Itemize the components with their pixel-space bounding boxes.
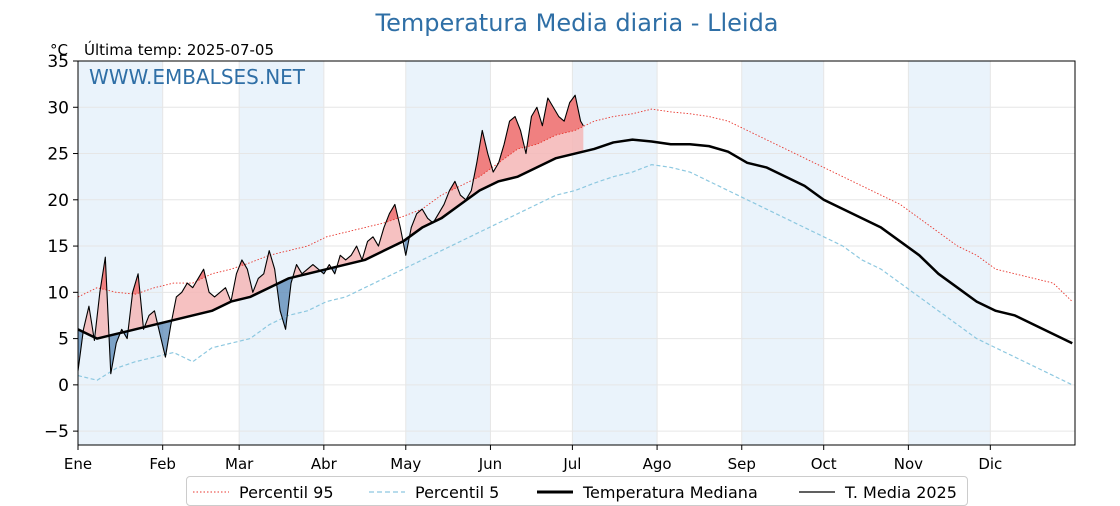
above-median-fill [172,250,278,321]
watermark: WWW.EMBALSES.NET [89,65,306,89]
x-tick-label: Dic [978,455,1002,473]
month-band [405,61,491,445]
legend-label-median: Temperatura Mediana [583,482,758,502]
y-tick-label: −5 [44,422,69,442]
series-line-2025 [77,94,584,375]
month-band [239,61,324,445]
x-tick-label: Sep [728,455,756,473]
x-tick-label: Feb [149,455,176,473]
month-band [741,61,824,445]
legend-item-median: Temperatura Mediana [537,481,758,503]
above-median-fill [128,273,144,331]
y-tick-label: 10 [47,283,69,303]
y-tick-label: 30 [47,98,69,118]
y-tick-label: 5 [58,330,69,350]
above-median-fill [409,209,434,237]
below-median-fill [158,320,173,358]
series-line-p5 [77,164,1073,386]
x-tick-label: Nov [894,455,923,473]
above-median-fill [293,264,322,278]
legend-item-p95: Percentil 95 [193,481,334,503]
series-line-median [77,138,1073,345]
series-line-p95 [77,108,1073,302]
month-band [78,61,163,445]
month-band [572,61,658,445]
y-tick-label: 35 [47,52,69,72]
above-p95-fill [500,116,524,162]
y-tick-label: 20 [47,191,69,211]
above-p95-fill [527,95,584,147]
legend-swatch-thick-black [537,490,573,494]
plot-frame [77,60,1076,446]
x-tick-label: May [390,455,421,473]
unit-label: °C [50,41,68,59]
y-tick-label: 0 [58,376,69,396]
legend-item-p5: Percentil 5 [369,481,499,503]
last-temp-label: Última temp: 2025-07-05 [84,40,274,59]
above-p95-fill [132,273,140,295]
above-p95-fill [474,130,492,180]
x-tick-label: Ago [643,455,672,473]
legend-label-current: T. Media 2025 [845,482,957,502]
x-tick-label: Jun [478,455,502,473]
legend-label-p5: Percentil 5 [415,482,500,502]
x-tick-label: Mar [225,455,254,473]
chart-title: Temperatura Media diaria - Lleida [374,9,778,37]
x-tick-label: Ene [64,455,92,473]
legend-swatch-dotted-red [193,491,229,493]
above-median-fill [83,306,95,338]
plot-area: −5 0 5 10 15 20 25 30 35 Ene Feb Mar Abr May Jun Jul Ago… [44,52,1076,473]
legend-swatch-dashed-blue [369,491,405,493]
above-p95-fill [386,204,398,223]
y-tick-label: 15 [47,237,69,257]
x-tick-label: Jul [562,455,581,473]
legend: Percentil 95 Percentil 5 Temperatura Med… [186,476,968,506]
legend-item-current: T. Media 2025 [799,481,957,503]
x-tick-label: Oct [811,455,837,473]
legend-swatch-thin-black [799,491,835,493]
x-tick-label: Abr [311,455,338,473]
y-tick-label: 25 [47,145,69,165]
legend-label-p95: Percentil 95 [239,482,334,502]
month-band [908,61,991,445]
